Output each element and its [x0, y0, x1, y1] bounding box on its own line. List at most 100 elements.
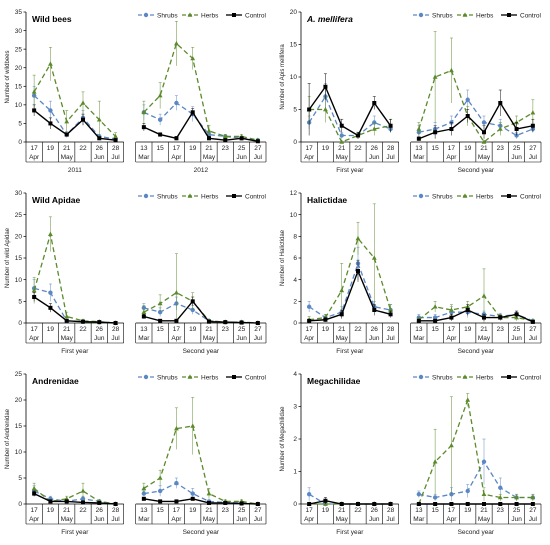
legend-marker	[143, 374, 149, 380]
y-axis-label: Number of Megachilidae	[280, 406, 286, 472]
x-month-label: Mar	[138, 335, 150, 342]
legend-label: Control	[520, 193, 542, 200]
x-month-label: Jun	[236, 516, 247, 523]
data-point	[449, 307, 454, 312]
x-group-label: 2011	[68, 167, 82, 174]
data-point	[157, 309, 163, 315]
chart-title: A. mellifera	[306, 14, 353, 24]
data-point	[432, 315, 438, 320]
x-tick-label: 21	[338, 507, 346, 514]
data-point	[498, 485, 503, 490]
data-point	[372, 101, 377, 105]
y-axis-label: Number of Apis mellifera	[280, 44, 286, 110]
x-month-label: Apr	[304, 154, 315, 161]
chart-svg: 0 5 10 15 20 Number of Apis mellifera A. melli…	[280, 9, 542, 174]
data-point	[174, 318, 179, 323]
chart-panel: 0 2 4 6 8 10 12 Number of Halictidae Halictidae S…	[275, 181, 550, 362]
x-group-label: First year	[336, 348, 364, 355]
x-tick-label: 27	[529, 145, 537, 152]
data-point	[157, 475, 163, 480]
x-month-label: Apr	[29, 154, 40, 161]
y-axis-label: Number of Andrenidae	[5, 408, 11, 469]
series-line	[308, 261, 391, 319]
data-point	[157, 300, 163, 306]
x-tick-label: 17	[31, 326, 39, 333]
legend-label: Control	[520, 12, 542, 19]
x-tick-label: 25	[238, 507, 246, 514]
x-group-label: Second year	[458, 167, 495, 174]
legend-marker	[507, 194, 511, 198]
data-point	[432, 304, 438, 309]
chart-svg: 0 5 10 15 20 25 30 35 Number of wildbees Wild bee…	[5, 9, 267, 174]
data-point	[432, 74, 438, 79]
data-point	[416, 136, 421, 141]
data-point	[307, 502, 312, 506]
y-tick-label: 5	[18, 475, 22, 482]
y-tick-label: 15	[290, 42, 298, 49]
y-tick-label: 30	[15, 190, 23, 197]
x-tick-label: 19	[464, 145, 472, 152]
data-point	[190, 299, 195, 304]
y-tick-label: 35	[15, 9, 23, 16]
x-tick-label: 15	[157, 507, 165, 514]
data-point	[530, 319, 535, 324]
data-point	[157, 488, 163, 494]
data-point	[465, 397, 471, 402]
data-point	[141, 125, 146, 130]
x-tick-label: 23	[497, 145, 505, 152]
series-line	[308, 95, 391, 137]
data-point	[239, 320, 244, 325]
x-tick-label: 15	[432, 326, 440, 333]
y-tick-label: 1	[293, 469, 297, 476]
series-line	[418, 101, 533, 140]
x-tick-label: 21	[63, 507, 71, 514]
data-point	[48, 290, 53, 295]
x-month-label: Jul	[254, 516, 263, 523]
data-point	[498, 502, 503, 506]
series-line	[418, 397, 533, 505]
x-tick-label: 19	[189, 145, 197, 152]
y-tick-label: 12	[290, 190, 298, 197]
data-point	[465, 308, 470, 312]
legend-marker	[232, 375, 236, 379]
x-month-label: Jul	[529, 335, 538, 342]
chart-title: Andrenidae	[32, 376, 79, 386]
series-line	[143, 302, 258, 324]
data-point	[32, 491, 37, 496]
data-point	[32, 295, 37, 299]
chart-panel: 0 5 10 15 20 25 30 Number of wild Apidae Wild Ap…	[0, 181, 275, 362]
data-point	[339, 133, 344, 138]
x-group-label: 2012	[194, 167, 209, 174]
data-point	[323, 498, 328, 503]
x-month-label: Apr	[171, 516, 182, 523]
data-point	[323, 84, 328, 89]
data-point	[157, 117, 163, 122]
data-point	[32, 108, 37, 113]
data-point	[465, 502, 470, 506]
data-point	[416, 502, 421, 506]
data-point	[433, 318, 438, 323]
x-tick-label: 23	[222, 507, 230, 514]
x-month-label: Jul	[111, 335, 120, 342]
series-line	[418, 295, 533, 322]
x-tick-label: 26	[96, 326, 104, 333]
data-point	[449, 442, 454, 448]
data-point	[388, 312, 393, 317]
y-tick-label: 10	[290, 212, 298, 219]
x-month-label: May	[336, 335, 349, 342]
data-point	[514, 502, 519, 506]
legend-marker	[418, 374, 424, 380]
data-point	[255, 502, 260, 506]
y-tick-label: 30	[15, 28, 23, 35]
x-tick-label: 13	[140, 326, 148, 333]
data-point	[113, 133, 118, 139]
data-point	[514, 494, 519, 500]
x-tick-label: 21	[205, 145, 213, 152]
data-point	[481, 459, 487, 464]
x-month-label: Apr	[29, 516, 40, 523]
data-point	[48, 231, 53, 236]
series-line	[418, 98, 534, 137]
x-tick-label: 13	[140, 507, 148, 514]
data-point	[306, 492, 312, 497]
